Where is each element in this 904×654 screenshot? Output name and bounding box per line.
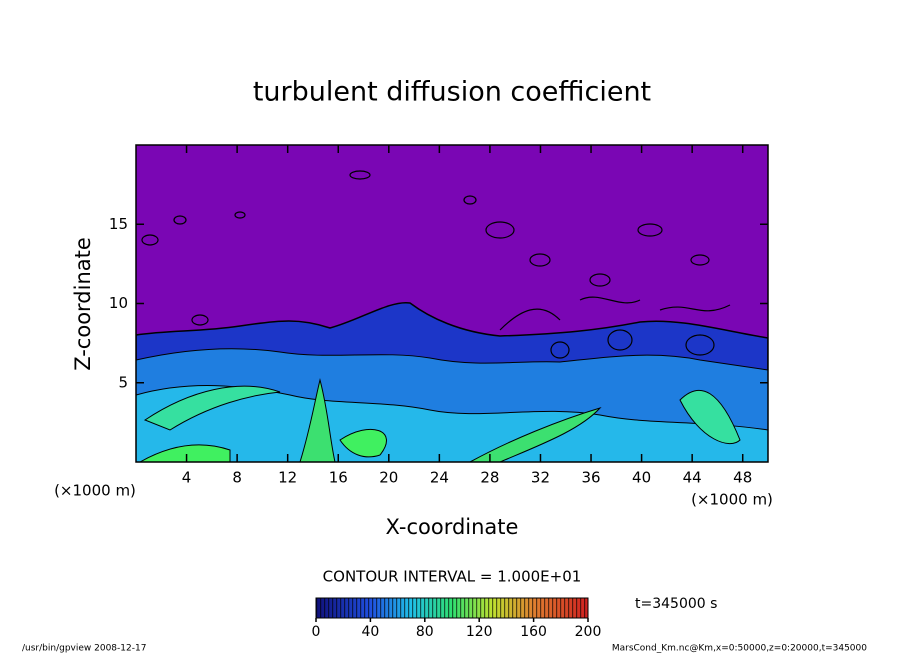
x-unit: (×1000 m): [691, 491, 773, 509]
x-tick-label: 4: [182, 469, 192, 487]
x-tick-label: 44: [683, 469, 702, 487]
x-tick-label: 28: [480, 469, 499, 487]
x-tick-label: 48: [733, 469, 752, 487]
footer-right: MarsCond_Km.nc@Km,x=0:50000,z=0:20000,t=…: [612, 644, 867, 654]
colorbar-tick-label: 40: [361, 624, 379, 640]
x-tick-label: 8: [232, 469, 242, 487]
y-tick-label: 15: [109, 215, 128, 233]
colorbar-tick-label: 160: [520, 624, 547, 640]
colorbar-tick-label: 80: [416, 624, 434, 640]
x-tick-label: 20: [379, 469, 398, 487]
contour-field: [136, 145, 768, 462]
colorbar-tick-label: 200: [575, 624, 602, 640]
x-tick-label: 40: [632, 469, 651, 487]
y-axis-label: Z-coordinate: [71, 237, 95, 371]
y-tick-label: 10: [109, 294, 128, 312]
y-tick-label: 5: [118, 373, 128, 391]
x-tick-label: 36: [581, 469, 600, 487]
contour-interval: CONTOUR INTERVAL = 1.000E+01: [323, 568, 582, 586]
x-tick-label: 16: [329, 469, 348, 487]
x-tick-label: 12: [278, 469, 297, 487]
colorbar-tick-label: 120: [466, 624, 493, 640]
x-unit-left: (×1000 m): [54, 482, 136, 500]
x-tick-label: 32: [531, 469, 550, 487]
x-axis-label: X-coordinate: [386, 515, 519, 539]
colorbar-tick-label: 0: [312, 624, 321, 640]
chart-title: turbulent diffusion coefficient: [253, 77, 651, 108]
time-label: t=345000 s: [635, 596, 717, 612]
colorbar-frame: [315, 597, 589, 619]
footer-left: /usr/bin/gpview 2008-12-17: [22, 644, 146, 654]
x-tick-label: 24: [430, 469, 449, 487]
